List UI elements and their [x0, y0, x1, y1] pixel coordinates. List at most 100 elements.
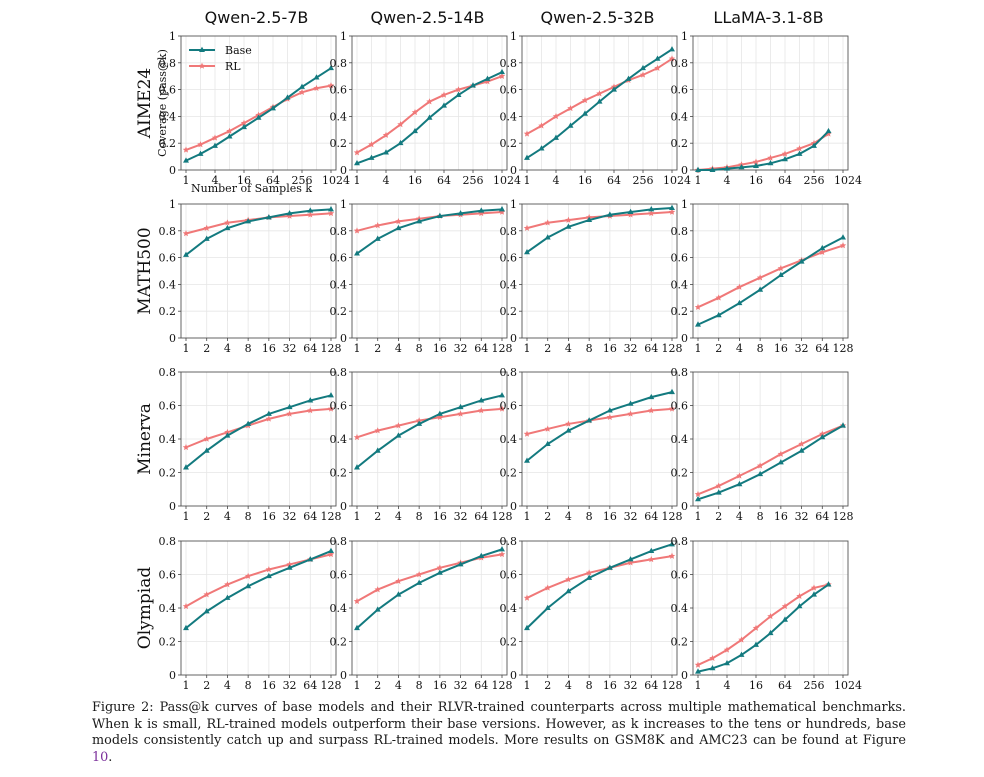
rl-point [353, 433, 361, 441]
y-tick-label: 0.4 [330, 433, 348, 446]
rl-point [374, 222, 381, 229]
subplot: 0 0.2 0.4 0.6 0.8 1 2 4 8 16 32 64 128 [330, 366, 513, 523]
y-tick-label: 0.2 [671, 636, 689, 649]
base-point [368, 154, 375, 160]
base-point [777, 271, 784, 277]
base-point [825, 127, 832, 134]
base-series-line [698, 130, 830, 171]
subplot: 0 0.2 0.4 0.6 0.8 1 2 4 8 16 32 64 128 [500, 366, 683, 523]
x-tick-label: 1 [183, 679, 190, 692]
rl-point [777, 450, 785, 457]
x-tick-label: 2 [203, 342, 210, 355]
y-tick-label: 0.4 [671, 278, 689, 291]
x-tick-label: 1 [524, 342, 531, 355]
y-tick-label: 0.6 [330, 252, 348, 265]
base-point [383, 149, 389, 155]
x-tick-label: 8 [416, 342, 423, 355]
base-point [470, 82, 476, 88]
base-point [811, 142, 817, 148]
y-tick-label: 0.8 [159, 366, 177, 379]
x-tick-label: 4 [395, 679, 402, 692]
rl-point [426, 98, 433, 105]
rl-point [203, 591, 210, 598]
x-tick-label: 64 [474, 342, 488, 355]
x-tick-label: 1 [354, 679, 361, 692]
x-tick-label: 16 [603, 342, 617, 355]
x-tick-label: 1024 [493, 174, 521, 187]
rl-point [819, 430, 826, 437]
x-tick-label: 1024 [834, 174, 862, 187]
y-tick-label: 0.6 [500, 569, 518, 582]
rl-point [265, 566, 273, 573]
y-tick-label: 1 [340, 198, 347, 211]
y-tick-label: 1 [169, 30, 176, 43]
rl-series-line [526, 407, 673, 435]
rl-point [440, 91, 448, 98]
base-point [416, 420, 423, 426]
base-point [586, 216, 593, 223]
base-point [255, 114, 262, 120]
base-point [397, 139, 404, 146]
rl-series-line [697, 424, 844, 496]
rl-point [668, 208, 676, 215]
subplot: 00.20.40.60.811 2 4 8 16 32 64 128 [330, 198, 513, 355]
y-tick-label: 0 [681, 669, 688, 682]
rl-point [411, 108, 419, 116]
rl-point [395, 218, 402, 225]
y-tick-label: 0.4 [159, 278, 177, 291]
rl-point [240, 119, 248, 126]
model-title: Qwen-2.5-14B [371, 8, 485, 27]
x-tick-label: 4 [565, 510, 572, 523]
x-tick-label: 1 [183, 342, 190, 355]
x-tick-label: 4 [736, 342, 743, 355]
base-point [478, 552, 485, 559]
y-tick-label: 0.6 [671, 84, 689, 97]
x-tick-label: 1 [354, 510, 361, 523]
rl-point [767, 612, 774, 620]
x-tick-label: 16 [774, 342, 788, 355]
base-point [313, 74, 320, 80]
rl-series-line [185, 407, 332, 449]
axes-frame [351, 203, 508, 339]
x-tick-label: 1 [695, 679, 702, 692]
x-tick-label: 32 [454, 342, 468, 355]
base-point [226, 133, 233, 139]
y-tick-label: 0.6 [671, 252, 689, 265]
figure-ref-link[interactable]: 10 [92, 749, 109, 765]
base-point [183, 464, 189, 470]
rl-point [668, 552, 676, 559]
y-tick-label: 0.8 [500, 225, 518, 238]
y-tick-label: 0 [340, 669, 347, 682]
y-tick-label: 0 [169, 669, 176, 682]
y-tick-label: 0.2 [159, 636, 177, 649]
x-tick-label: 1 [695, 510, 702, 523]
x-tick-label: 64 [303, 510, 317, 523]
rl-point [752, 158, 760, 165]
x-tick-label: 1 [524, 679, 531, 692]
y-tick-label: 0.8 [671, 225, 689, 238]
y-tick-label: 0.2 [159, 137, 177, 150]
x-tick-label: 128 [492, 510, 513, 523]
x-tick-label: 32 [795, 510, 809, 523]
base-point [648, 206, 655, 212]
x-tick-label: 1 [695, 174, 702, 187]
x-tick-label: 2 [715, 342, 722, 355]
base-point [478, 207, 485, 213]
rl-point [567, 104, 574, 112]
base-point [753, 162, 759, 168]
base-point [606, 407, 613, 413]
y-tick-label: 0.2 [330, 636, 348, 649]
base-point [284, 94, 291, 100]
rl-point [819, 248, 826, 255]
y-tick-label: 0.8 [159, 57, 177, 70]
rl-series-line [356, 211, 503, 232]
base-series-line [356, 548, 503, 629]
base-point [455, 91, 462, 97]
x-tick-label: 32 [795, 342, 809, 355]
x-tick-label: 64 [474, 679, 488, 692]
base-point [183, 251, 189, 257]
x-tick-label: 8 [416, 679, 423, 692]
base-point [586, 574, 593, 580]
base-point [245, 582, 252, 589]
base-point [715, 311, 722, 318]
